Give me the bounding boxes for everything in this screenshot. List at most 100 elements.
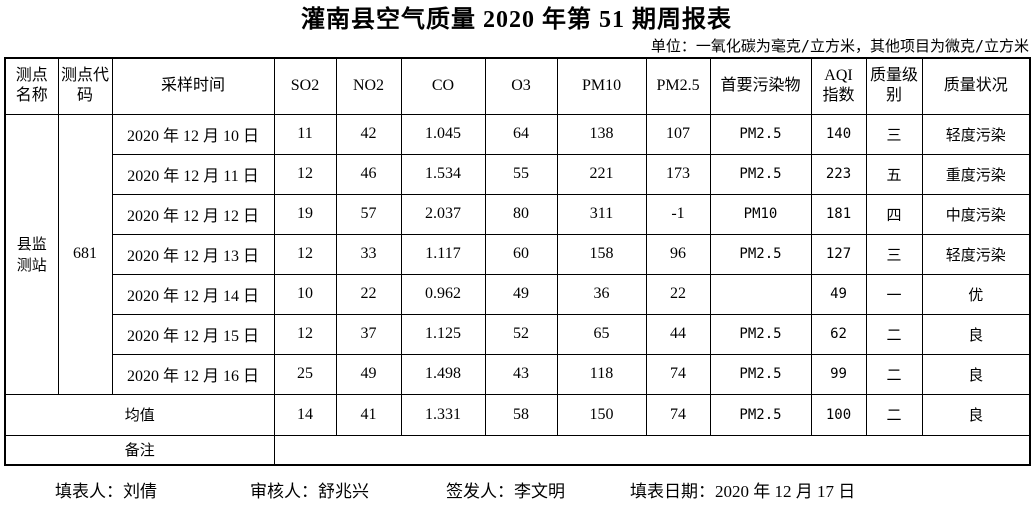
primary-pollutant-cell: PM2.5 <box>709 313 812 355</box>
status-cell: 中度污染 <box>921 193 1031 235</box>
header-so2: SO2 <box>273 57 337 115</box>
status-cell: 良 <box>921 313 1031 355</box>
footer-signature-line: 填表人：刘倩 审核人：舒兆兴 签发人：李文明 填表日期：2020 年 12 月 … <box>0 477 1033 502</box>
level-cell: 三 <box>865 233 923 275</box>
no2-mean-cell: 41 <box>335 393 402 436</box>
primary-pollutant-cell: PM10 <box>709 193 812 235</box>
o3-cell: 60 <box>484 233 558 275</box>
fill-date-field: 填表日期：2020 年 12 月 17 日 <box>630 482 856 501</box>
header-pm25: PM2.5 <box>645 57 711 115</box>
pm25-cell: 74 <box>645 353 711 395</box>
aqi-cell: 49 <box>810 273 867 315</box>
header-primary-pollutant: 首要污染物 <box>709 57 812 115</box>
so2-mean-cell: 14 <box>273 393 337 436</box>
remark-row: 备注 <box>4 434 1031 466</box>
table-row: 2020 年 12 月 12 日 19 57 2.037 80 311 -1 P… <box>5 193 1031 235</box>
reviewer-field: 审核人：舒兆兴 <box>250 482 369 501</box>
primary-pollutant-cell: PM2.5 <box>709 353 812 395</box>
header-quality-level: 质量级 别 <box>865 57 923 115</box>
o3-cell: 55 <box>484 153 558 195</box>
pm10-cell: 311 <box>556 193 647 235</box>
pm10-cell: 118 <box>556 353 647 395</box>
no2-cell: 37 <box>335 313 402 355</box>
level-cell: 二 <box>865 313 923 355</box>
pm25-cell: 107 <box>645 113 711 155</box>
page-title: 灌南县空气质量 2020 年第 51 期周报表 <box>301 7 732 33</box>
no2-cell: 46 <box>335 153 402 195</box>
primary-pollutant-cell: PM2.5 <box>709 153 812 195</box>
status-mean-cell: 良 <box>921 393 1031 436</box>
pm25-mean-cell: 74 <box>645 393 711 436</box>
o3-cell: 49 <box>484 273 558 315</box>
remark-label-cell: 备注 <box>4 434 275 466</box>
o3-cell: 80 <box>484 193 558 235</box>
table-row: 县监 测站 681 2020 年 12 月 10 日 11 42 1.045 6… <box>4 113 1031 395</box>
header-no2: NO2 <box>335 57 402 115</box>
pm10-cell: 36 <box>556 273 647 315</box>
status-cell: 良 <box>921 353 1031 395</box>
o3-mean-cell: 58 <box>484 393 558 436</box>
preparer-field: 填表人：刘倩 <box>55 482 157 501</box>
header-sample-time: 采样时间 <box>111 57 275 115</box>
no2-cell: 49 <box>335 353 402 395</box>
co-cell: 1.117 <box>400 233 486 275</box>
level-cell: 四 <box>865 193 923 235</box>
table-row: 2020 年 12 月 14 日 10 22 0.962 49 36 22 49… <box>5 273 1031 315</box>
pm25-cell: 173 <box>645 153 711 195</box>
date-cell: 2020 年 12 月 16 日 <box>111 353 275 395</box>
air-quality-table: 测点 名称 测点代 码 采样时间 SO2 NO2 CO O3 PM10 PM2.… <box>4 57 1031 466</box>
date-cell: 2020 年 12 月 13 日 <box>111 233 275 275</box>
mean-row: 均值 14 41 1.331 58 150 74 PM2.5 100 二 良 <box>4 393 1031 436</box>
issuer-field: 签发人：李文明 <box>446 482 565 501</box>
level-cell: 二 <box>865 353 923 395</box>
station-name-cell: 县监 测站 <box>4 113 59 395</box>
so2-cell: 12 <box>273 153 337 195</box>
aqi-cell: 62 <box>810 313 867 355</box>
header-station-code: 测点代 码 <box>57 57 113 115</box>
header-o3: O3 <box>484 57 558 115</box>
level-cell: 一 <box>865 273 923 315</box>
so2-cell: 12 <box>273 233 337 275</box>
primary-pollutant-cell <box>709 273 812 315</box>
so2-cell: 25 <box>273 353 337 395</box>
level-cell: 三 <box>865 113 923 155</box>
co-cell: 0.962 <box>400 273 486 315</box>
level-cell: 五 <box>865 153 923 195</box>
pm10-cell: 138 <box>556 113 647 155</box>
date-cell: 2020 年 12 月 11 日 <box>111 153 275 195</box>
primary-pollutant-mean-cell: PM2.5 <box>709 393 812 436</box>
table-row: 2020 年 12 月 13 日 12 33 1.117 60 158 96 P… <box>5 233 1031 275</box>
date-cell: 2020 年 12 月 15 日 <box>111 313 275 355</box>
header-pm10: PM10 <box>556 57 647 115</box>
so2-cell: 12 <box>273 313 337 355</box>
date-cell: 2020 年 12 月 10 日 <box>111 113 275 155</box>
aqi-mean-cell: 100 <box>810 393 867 436</box>
o3-cell: 43 <box>484 353 558 395</box>
date-cell: 2020 年 12 月 12 日 <box>111 193 275 235</box>
aqi-cell: 140 <box>810 113 867 155</box>
aqi-cell: 127 <box>810 233 867 275</box>
pm25-cell: 96 <box>645 233 711 275</box>
level-mean-cell: 二 <box>865 393 923 436</box>
remark-value-cell <box>273 434 1031 466</box>
table-row: 2020 年 12 月 16 日 25 49 1.498 43 118 74 P… <box>5 353 1031 395</box>
station-code-cell: 681 <box>57 113 113 395</box>
pm10-mean-cell: 150 <box>556 393 647 436</box>
status-cell: 轻度污染 <box>921 113 1031 155</box>
table-row: 2020 年 12 月 11 日 12 46 1.534 55 221 173 … <box>5 153 1031 195</box>
co-cell: 1.534 <box>400 153 486 195</box>
table-header-row: 测点 名称 测点代 码 采样时间 SO2 NO2 CO O3 PM10 PM2.… <box>4 57 1031 115</box>
co-mean-cell: 1.331 <box>400 393 486 436</box>
mean-label-cell: 均值 <box>4 393 275 436</box>
co-cell: 1.125 <box>400 313 486 355</box>
pm10-cell: 65 <box>556 313 647 355</box>
date-cell: 2020 年 12 月 14 日 <box>111 273 275 315</box>
no2-cell: 22 <box>335 273 402 315</box>
pm25-cell: 44 <box>645 313 711 355</box>
header-station-name: 测点 名称 <box>4 57 59 115</box>
no2-cell: 33 <box>335 233 402 275</box>
unit-note: 单位：一氧化碳为毫克/立方米，其他项目为微克/立方米 <box>650 37 1029 55</box>
co-cell: 1.498 <box>400 353 486 395</box>
pm25-cell: -1 <box>645 193 711 235</box>
status-cell: 优 <box>921 273 1031 315</box>
